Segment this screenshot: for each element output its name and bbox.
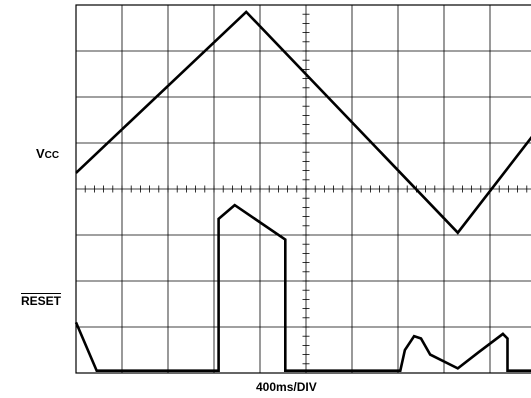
reset-trace <box>74 203 531 373</box>
reset-trace-label: RESET <box>21 294 62 308</box>
vcc-trace <box>75 10 531 235</box>
graticule <box>75 4 531 374</box>
vcc-trace-label: VCC <box>36 146 60 161</box>
traces <box>74 10 531 373</box>
timebase-label: 400ms/DIV <box>256 380 317 394</box>
